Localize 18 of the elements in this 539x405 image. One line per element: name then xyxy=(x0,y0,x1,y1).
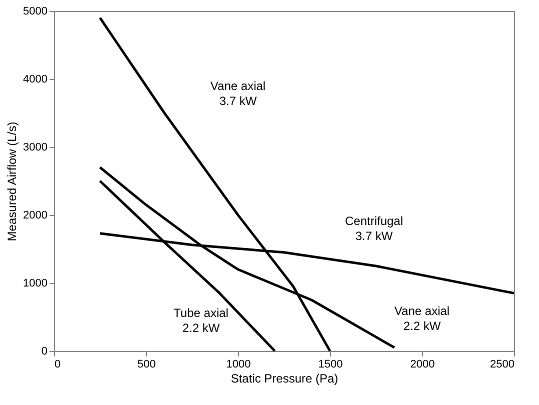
y-axis-title: Measured Airflow (L/s) xyxy=(5,122,20,242)
x-tick-label: 0 xyxy=(54,358,61,370)
annotation: Tube axial 2.2 kW xyxy=(174,306,228,335)
y-tick-label: 5000 xyxy=(23,6,48,18)
y-tick-label: 0 xyxy=(41,346,48,358)
x-tick-label: 1000 xyxy=(226,358,251,370)
x-tick-label: 500 xyxy=(137,358,156,370)
annotation: Vane axial 3.7 kW xyxy=(210,79,266,108)
x-axis-title: Static Pressure (Pa) xyxy=(230,372,338,386)
y-tick-label: 3000 xyxy=(23,142,48,154)
annotation: Vane axial 2.2 kW xyxy=(394,304,450,333)
annotation: Centrifugal 3.7 kW xyxy=(344,214,404,243)
x-tick-label: 1500 xyxy=(318,358,343,370)
y-tick-label: 4000 xyxy=(23,74,48,86)
x-tick-label: 2500 xyxy=(490,358,514,370)
y-tick-label: 2000 xyxy=(23,210,48,222)
y-tick-label: 1000 xyxy=(23,278,48,290)
x-tick-label: 2000 xyxy=(410,358,435,370)
